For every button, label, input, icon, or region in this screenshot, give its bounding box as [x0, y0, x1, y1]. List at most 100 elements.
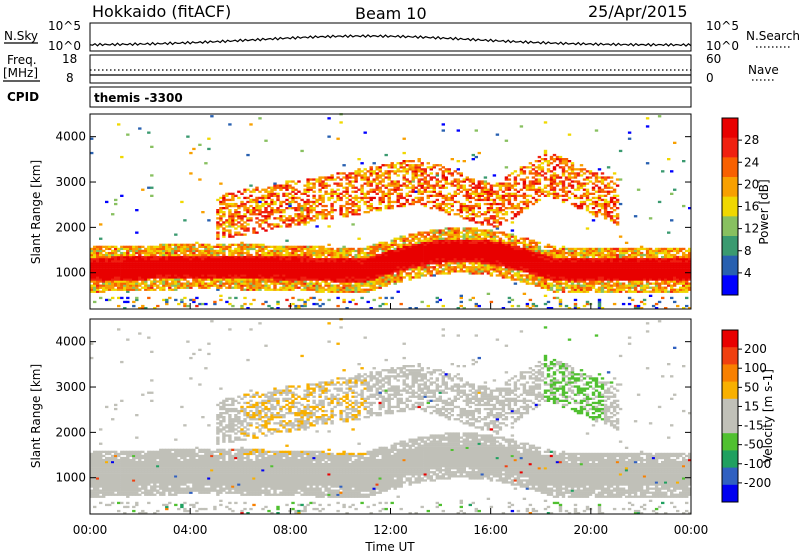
- power-cell: [412, 174, 415, 176]
- power-cell: [213, 264, 216, 266]
- power-cell: [409, 236, 412, 238]
- power-cell: [445, 246, 448, 248]
- power-cell: [300, 258, 303, 260]
- power-cell: [484, 193, 487, 195]
- power-cell: [559, 268, 562, 270]
- power-cell: [382, 248, 385, 250]
- power-cell: [448, 244, 451, 246]
- power-cell: [285, 248, 288, 250]
- power-cell: [538, 280, 541, 282]
- power-cell: [475, 258, 478, 260]
- power-cell: [382, 276, 385, 278]
- power-cell: [427, 246, 430, 248]
- power-cell: [472, 227, 475, 229]
- power-cell: [336, 278, 339, 280]
- power-cell: [111, 262, 114, 264]
- power-cell: [382, 272, 385, 274]
- power-cell: [321, 274, 324, 276]
- power-cell: [472, 236, 475, 238]
- power-cell: [409, 278, 412, 280]
- power-cell: [348, 254, 351, 256]
- power-cell: [339, 209, 342, 211]
- power-cell: [496, 185, 499, 187]
- power-cell: [514, 195, 517, 197]
- power-cell: [279, 280, 282, 282]
- power-cell: [517, 276, 520, 278]
- power-cell: [330, 280, 333, 282]
- power-cell: [135, 274, 138, 276]
- power-cell: [433, 185, 436, 187]
- power-cell: [267, 264, 270, 266]
- power-cell: [562, 158, 565, 160]
- power-cell: [321, 258, 324, 260]
- power-cell: [231, 274, 234, 276]
- power-cell: [222, 260, 225, 262]
- power-cell: [454, 191, 457, 193]
- power-cell: [562, 260, 565, 262]
- power-cell: [409, 256, 412, 258]
- power-cell: [556, 176, 559, 178]
- power-cell: [291, 254, 294, 256]
- power-cell: [282, 193, 285, 195]
- power-cell: [309, 287, 312, 289]
- power-cell: [544, 158, 547, 160]
- power-cell: [285, 266, 288, 268]
- power-cell: [391, 164, 394, 166]
- power-cell: [367, 211, 370, 213]
- power-cell: [451, 185, 454, 187]
- power-cell: [120, 266, 123, 268]
- power-cell: [309, 272, 312, 274]
- power-cell: [478, 242, 481, 244]
- power-cell: [309, 187, 312, 189]
- power-cell: [469, 178, 472, 180]
- power-cell: [303, 246, 306, 248]
- power-cell: [168, 287, 171, 289]
- freq-label: Freq.: [7, 53, 37, 67]
- power-cell: [219, 207, 222, 209]
- power-cell: [490, 268, 493, 270]
- power-cell: [321, 266, 324, 268]
- power-cell: [240, 272, 243, 274]
- power-cell: [195, 280, 198, 282]
- power-cell: [364, 132, 367, 134]
- power-cell: [354, 285, 357, 287]
- power-cell: [544, 254, 547, 256]
- power-cell: [312, 252, 315, 254]
- power-cell: [228, 209, 231, 211]
- power-cell: [442, 185, 445, 187]
- power-cell: [258, 223, 261, 225]
- power-cell: [487, 242, 490, 244]
- power-cell: [520, 268, 523, 270]
- power-cell: [562, 174, 565, 176]
- power-cell: [270, 266, 273, 268]
- power-cell: [547, 193, 550, 195]
- power-cell: [324, 262, 327, 264]
- power-cell: [177, 258, 180, 260]
- power-cell: [312, 289, 315, 291]
- power-cell: [192, 250, 195, 252]
- power-cell: [466, 260, 469, 262]
- power-cell: [367, 193, 370, 195]
- power-cell: [96, 266, 99, 268]
- power-cell: [448, 256, 451, 258]
- power-cell: [300, 278, 303, 280]
- power-cell: [138, 276, 141, 278]
- power-cell: [99, 268, 102, 270]
- power-cell: [261, 260, 264, 262]
- power-cell: [514, 189, 517, 191]
- power-cell: [258, 209, 261, 211]
- power-cell: [354, 197, 357, 199]
- power-cell: [403, 252, 406, 254]
- power-cell: [165, 264, 168, 266]
- power-cell: [231, 256, 234, 258]
- power-cell: [282, 274, 285, 276]
- power-cell: [96, 278, 99, 280]
- power-cell: [306, 272, 309, 274]
- power-cell: [412, 236, 415, 238]
- power-cell: [391, 256, 394, 258]
- power-cell: [496, 270, 499, 272]
- power-cell: [282, 268, 285, 270]
- power-cell: [529, 276, 532, 278]
- power-cell: [529, 260, 532, 262]
- power-cell: [165, 252, 168, 254]
